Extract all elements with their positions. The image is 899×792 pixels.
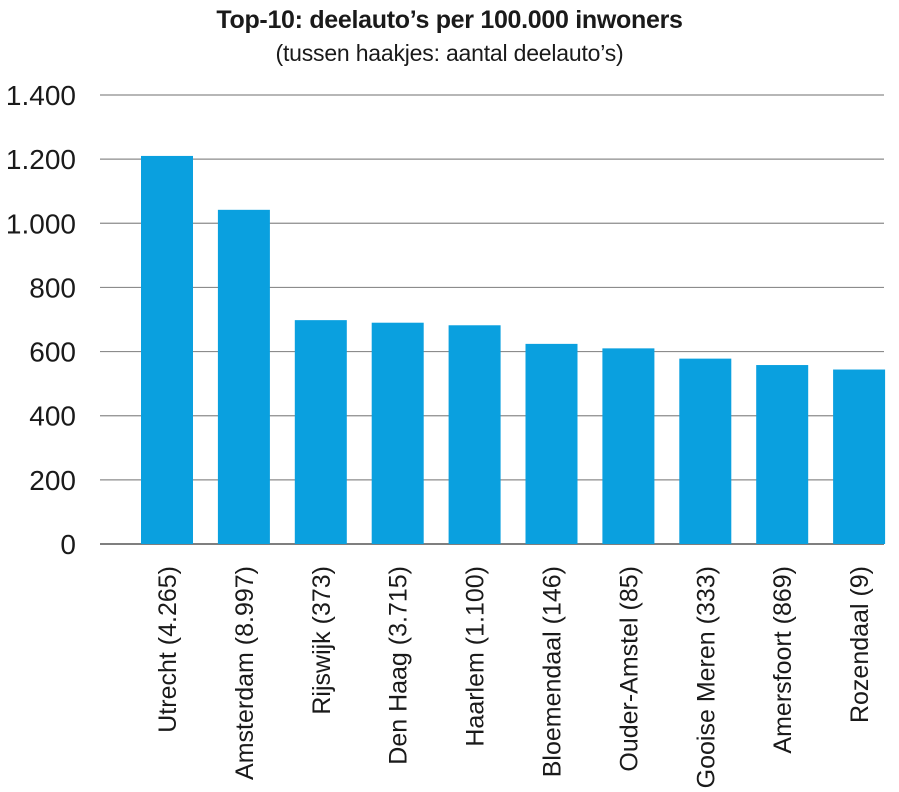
bar (525, 343, 578, 544)
x-tick-label: Rijswijk (373) (308, 566, 336, 715)
bar (679, 358, 732, 544)
y-tick-label: 1.200 (6, 144, 76, 175)
x-tick-label: Amersfoort (869) (769, 566, 797, 754)
bar (756, 365, 809, 544)
y-tick-label: 0 (60, 529, 76, 560)
y-axis-ticks: 0 200 400 600 800 1.000 1.200 1.400 (6, 80, 76, 560)
x-tick-label: Ouder-Amstel (85) (615, 566, 643, 772)
y-tick-label: 1.400 (6, 80, 76, 111)
y-tick-label: 600 (29, 337, 76, 368)
x-tick-label: Den Haag (3.715) (385, 566, 413, 765)
y-tick-label: 800 (29, 272, 76, 303)
x-axis-ticks: Utrecht (4.265) Amsterdam (8.997) Rijswijk… (154, 566, 874, 788)
x-tick-label: Rozendaal (9) (846, 566, 874, 723)
bar (833, 369, 886, 544)
y-tick-label: 200 (29, 465, 76, 496)
bar (141, 155, 193, 544)
bar (602, 348, 655, 544)
bar (294, 320, 347, 544)
x-tick-label: Amsterdam (8.997) (231, 566, 259, 780)
x-tick-label: Bloemendaal (146) (539, 566, 567, 777)
bar (217, 209, 270, 544)
chart-title: Top-10: deelauto’s per 100.000 inwoners (216, 6, 683, 34)
y-tick-label: 400 (29, 401, 76, 432)
x-tick-label: Gooise Meren (333) (692, 566, 720, 788)
bar (371, 322, 424, 544)
y-tick-label: 1.000 (6, 208, 76, 239)
bars (141, 155, 886, 544)
bar (448, 325, 501, 544)
x-tick-label: Haarlem (1.100) (462, 566, 490, 747)
x-tick-label: Utrecht (4.265) (154, 566, 182, 733)
chart-subtitle: (tussen haakjes: aantal deelauto’s) (275, 40, 624, 66)
